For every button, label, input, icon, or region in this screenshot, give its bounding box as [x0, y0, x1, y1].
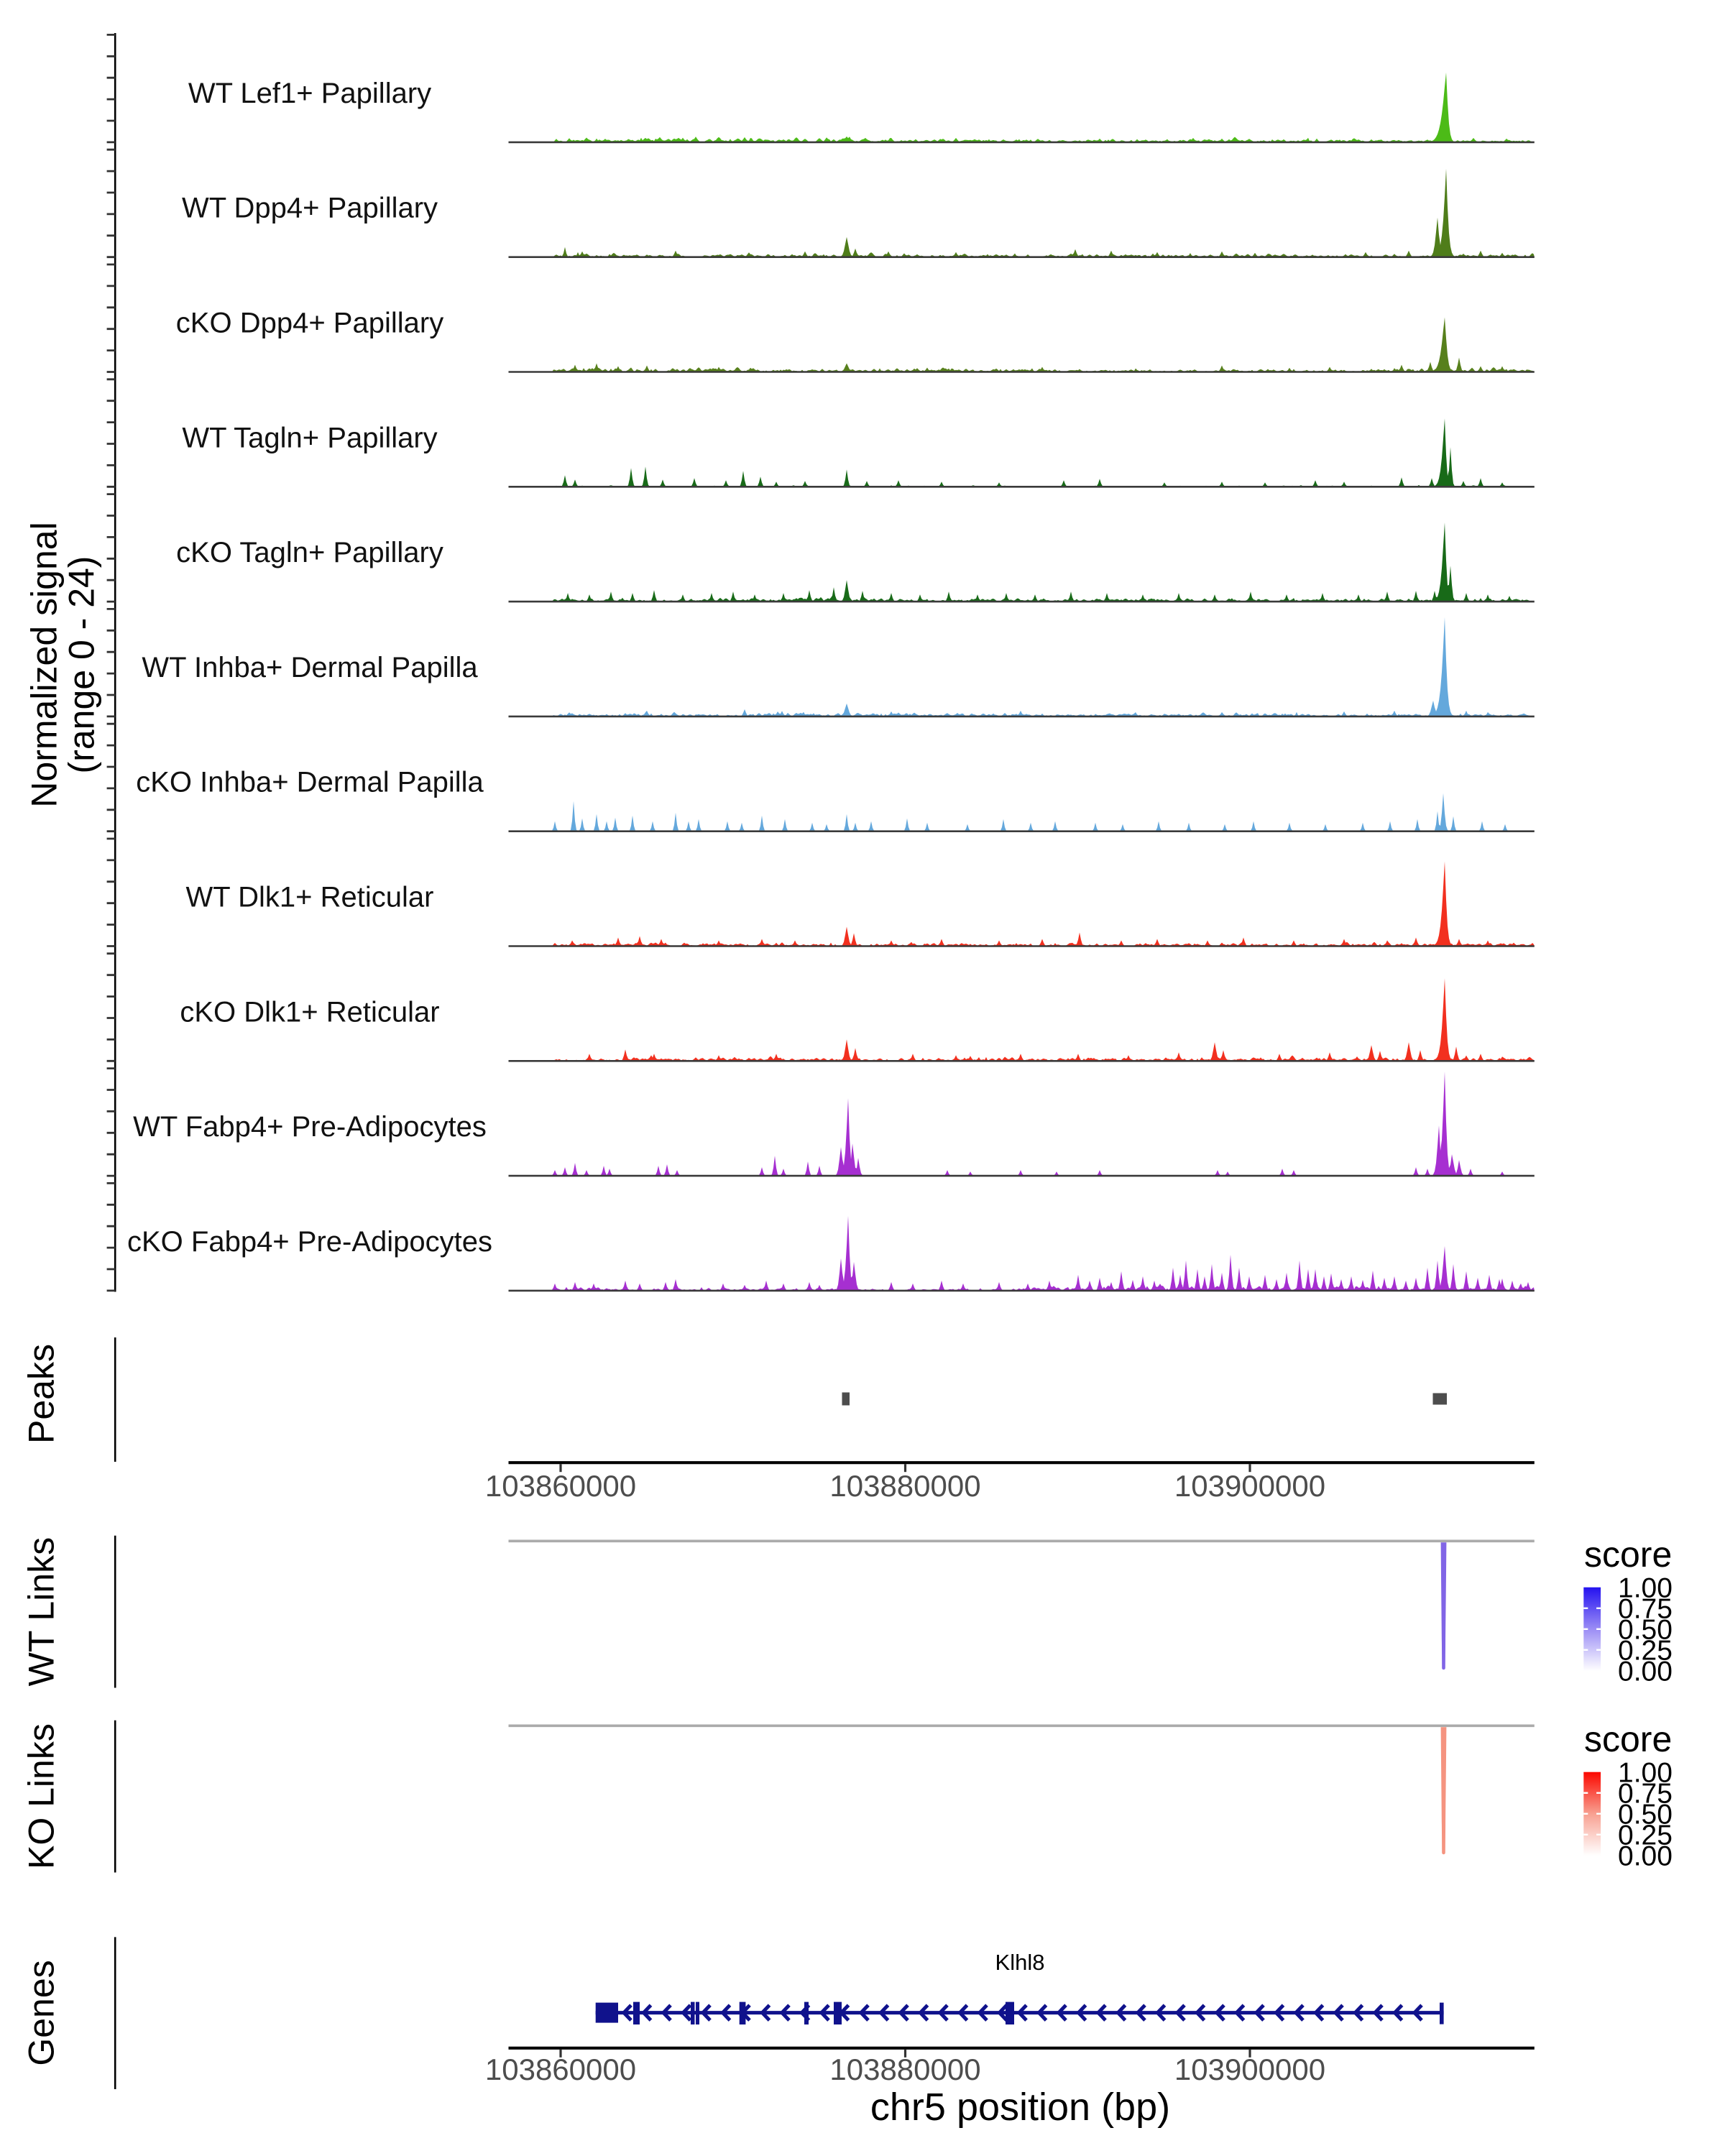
svg-text:WT Dlk1+ Reticular: WT Dlk1+ Reticular [186, 882, 434, 913]
svg-text:cKO Fabp4+ Pre-Adipocytes: cKO Fabp4+ Pre-Adipocytes [127, 1226, 492, 1258]
svg-text:WT Inhba+ Dermal Papilla: WT Inhba+ Dermal Papilla [142, 652, 478, 683]
svg-text:0.25: 0.25 [1618, 1636, 1673, 1667]
svg-text:Klhl8: Klhl8 [995, 1950, 1045, 1975]
svg-text:WT Dpp4+ Papillary: WT Dpp4+ Papillary [182, 193, 438, 224]
svg-text:103900000: 103900000 [1174, 2053, 1325, 2086]
svg-text:103880000: 103880000 [829, 1469, 980, 1503]
svg-text:0.25: 0.25 [1618, 1820, 1673, 1851]
svg-text:WT Fabp4+ Pre-Adipocytes: WT Fabp4+ Pre-Adipocytes [133, 1111, 487, 1143]
svg-text:1.00: 1.00 [1618, 1758, 1673, 1789]
svg-text:0.50: 0.50 [1618, 1800, 1673, 1830]
svg-text:chr5 position (bp): chr5 position (bp) [870, 2086, 1170, 2129]
svg-text:1.00: 1.00 [1618, 1573, 1673, 1604]
svg-text:Peaks: Peaks [22, 1344, 62, 1444]
svg-text:103860000: 103860000 [485, 2053, 636, 2086]
svg-text:0.00: 0.00 [1618, 1841, 1673, 1872]
svg-text:103880000: 103880000 [829, 2053, 980, 2086]
svg-text:0.00: 0.00 [1618, 1657, 1673, 1687]
svg-text:WT Links: WT Links [22, 1537, 62, 1686]
svg-text:0.50: 0.50 [1618, 1615, 1673, 1646]
svg-text:(range 0 - 24): (range 0 - 24) [62, 556, 102, 774]
svg-text:cKO Dlk1+ Reticular: cKO Dlk1+ Reticular [180, 996, 439, 1028]
svg-text:103900000: 103900000 [1174, 1469, 1325, 1503]
svg-text:cKO Inhba+ Dermal Papilla: cKO Inhba+ Dermal Papilla [136, 767, 484, 798]
svg-text:cKO Dpp4+ Papillary: cKO Dpp4+ Papillary [176, 308, 443, 339]
svg-text:KO Links: KO Links [22, 1723, 62, 1869]
svg-text:WT Lef1+ Papillary: WT Lef1+ Papillary [188, 78, 431, 109]
svg-text:score: score [1584, 1534, 1672, 1575]
svg-text:WT Tagln+ Papillary: WT Tagln+ Papillary [182, 422, 437, 453]
svg-text:Genes: Genes [22, 1960, 62, 2065]
svg-text:0.75: 0.75 [1618, 1779, 1673, 1810]
svg-text:103860000: 103860000 [485, 1469, 636, 1503]
svg-text:score: score [1584, 1719, 1672, 1759]
svg-text:cKO Tagln+ Papillary: cKO Tagln+ Papillary [176, 537, 443, 568]
svg-text:0.75: 0.75 [1618, 1594, 1673, 1625]
svg-text:Normalized signal: Normalized signal [24, 522, 65, 807]
